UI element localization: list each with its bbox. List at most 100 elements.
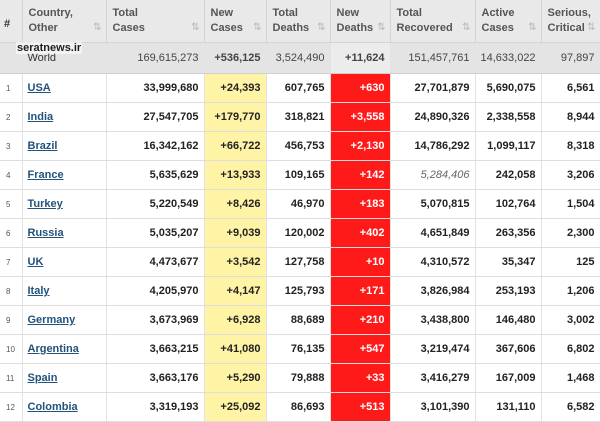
serious-critical-cell: 1,468 — [541, 363, 600, 393]
sort-icon[interactable]: ⇅ — [528, 22, 537, 33]
column-header-number[interactable]: # — [0, 0, 23, 43]
total-deaths-cell: 456,753 — [266, 131, 331, 161]
sort-icon[interactable]: ⇅ — [93, 22, 102, 33]
new-cases-cell: +5,290 — [204, 363, 267, 393]
country-link[interactable]: Argentina — [27, 343, 79, 355]
total-cases-cell: 3,663,215 — [106, 334, 205, 364]
country-link[interactable]: Spain — [27, 372, 58, 384]
sort-icon[interactable]: ⇅ — [587, 22, 596, 33]
country-link[interactable]: Germany — [27, 314, 76, 326]
new-deaths-cell: +210 — [330, 305, 391, 335]
total-cases-cell: 4,473,677 — [106, 247, 205, 277]
sort-icon[interactable]: ⇅ — [253, 22, 262, 33]
new-cases-cell: +25,092 — [204, 392, 267, 422]
table-row: 6 Russia 5,035,207 +9,039 120,002 +402 4,651,8… — [0, 218, 600, 248]
country-link[interactable]: France — [27, 169, 64, 181]
total-cases-cell: 16,342,162 — [106, 131, 205, 161]
column-header-total-deaths[interactable]: Total Deaths ⇅ — [266, 0, 331, 43]
country-cell: USA — [22, 73, 107, 103]
sort-icon[interactable]: ⇅ — [377, 22, 386, 33]
active-cases-cell: 367,606 — [475, 334, 542, 364]
column-header-new-cases[interactable]: New Cases ⇅ — [204, 0, 267, 43]
total-cases-cell: 3,673,969 — [106, 305, 205, 335]
total-recovered-cell: 4,651,849 — [390, 218, 476, 248]
row-number: 8 — [0, 276, 23, 306]
country-link[interactable]: Russia — [27, 227, 64, 239]
country-link[interactable]: USA — [27, 82, 51, 94]
sort-icon[interactable]: ⇅ — [191, 22, 200, 33]
column-header-serious-critical[interactable]: Serious, Critical ⇅ — [541, 0, 600, 43]
country-link[interactable]: Brazil — [27, 140, 58, 152]
column-header-label: Cases — [481, 22, 514, 34]
column-header-label: New — [210, 7, 234, 19]
total-deaths-cell: 607,765 — [266, 73, 331, 103]
table-header-row: # Country, Other ⇅ Total Cases ⇅ New Cas… — [0, 0, 600, 43]
total-recovered-cell: 27,701,879 — [390, 73, 476, 103]
sort-icon[interactable]: ⇅ — [317, 22, 326, 33]
active-cases-cell: 5,690,075 — [475, 73, 542, 103]
total-cases-cell: 3,663,176 — [106, 363, 205, 393]
country-cell: Brazil — [22, 131, 107, 161]
new-cases-cell: +8,426 — [204, 189, 267, 219]
column-header-label: New — [336, 7, 360, 19]
active-cases-cell: 263,356 — [475, 218, 542, 248]
new-cases-cell: +24,393 — [204, 73, 267, 103]
table-row: 9 Germany 3,673,969 +6,928 88,689 +210 3,438,8… — [0, 305, 600, 335]
serious-critical-cell: 6,582 — [541, 392, 600, 422]
serious-critical-cell: 6,561 — [541, 73, 600, 103]
country-cell: Italy — [22, 276, 107, 306]
country-link[interactable]: UK — [27, 256, 44, 268]
row-number: 1 — [0, 73, 23, 103]
country-cell: Russia — [22, 218, 107, 248]
total-cases-cell: 5,220,549 — [106, 189, 205, 219]
serious-critical-cell: 6,802 — [541, 334, 600, 364]
serious-critical-cell: 125 — [541, 247, 600, 277]
total-cases-cell: 5,035,207 — [106, 218, 205, 248]
active-cases-cell: 146,480 — [475, 305, 542, 335]
active-cases-cell: 131,110 — [475, 392, 542, 422]
column-header-new-deaths[interactable]: New Deaths ⇅ — [330, 0, 391, 43]
row-number: 9 — [0, 305, 23, 335]
new-deaths-cell: +11,624 — [330, 42, 391, 74]
new-deaths-cell: +513 — [330, 392, 391, 422]
total-recovered-cell: 3,219,474 — [390, 334, 476, 364]
total-deaths-cell: 318,821 — [266, 102, 331, 132]
new-deaths-cell: +547 — [330, 334, 391, 364]
column-header-label: Total — [272, 7, 298, 19]
column-header-country[interactable]: Country, Other ⇅ — [22, 0, 107, 43]
country-link[interactable]: India — [27, 111, 54, 123]
new-deaths-cell: +142 — [330, 160, 391, 190]
total-deaths-cell: 76,135 — [266, 334, 331, 364]
column-header-total-recovered[interactable]: Total Recovered ⇅ — [390, 0, 476, 43]
total-recovered-cell: 14,786,292 — [390, 131, 476, 161]
country-cell: UK — [22, 247, 107, 277]
sort-icon[interactable]: ⇅ — [462, 22, 471, 33]
country-cell: Colombia — [22, 392, 107, 422]
country-link[interactable]: Colombia — [27, 401, 78, 413]
row-number: 10 — [0, 334, 23, 364]
table-row: 12 Colombia 3,319,193 +25,092 86,693 +513 3,10… — [0, 392, 600, 422]
table-row: 1 USA 33,999,680 +24,393 607,765 +630 27,701,8… — [0, 73, 600, 103]
new-cases-cell: +6,928 — [204, 305, 267, 335]
row-number: 7 — [0, 247, 23, 277]
total-recovered-cell: 151,457,761 — [390, 42, 476, 74]
country-link[interactable]: Italy — [27, 285, 50, 297]
row-number: 12 — [0, 392, 23, 422]
country-link[interactable]: Turkey — [27, 198, 63, 210]
column-header-total-cases[interactable]: Total Cases ⇅ — [106, 0, 205, 43]
total-deaths-cell: 109,165 — [266, 160, 331, 190]
table-row: 3 Brazil 16,342,162 +66,722 456,753 +2,130 14,… — [0, 131, 600, 161]
watermark: seratnews.ir — [16, 42, 83, 54]
serious-critical-cell: 3,002 — [541, 305, 600, 335]
row-number: 11 — [0, 363, 23, 393]
new-cases-cell: +66,722 — [204, 131, 267, 161]
active-cases-cell: 1,099,117 — [475, 131, 542, 161]
table-row: 11 Spain 3,663,176 +5,290 79,888 +33 3,416,279… — [0, 363, 600, 393]
total-deaths-cell: 86,693 — [266, 392, 331, 422]
new-cases-cell: +536,125 — [204, 42, 267, 74]
row-number: 6 — [0, 218, 23, 248]
column-header-active-cases[interactable]: Active Cases ⇅ — [475, 0, 542, 43]
total-recovered-cell: 3,416,279 — [390, 363, 476, 393]
total-recovered-cell: 5,070,815 — [390, 189, 476, 219]
